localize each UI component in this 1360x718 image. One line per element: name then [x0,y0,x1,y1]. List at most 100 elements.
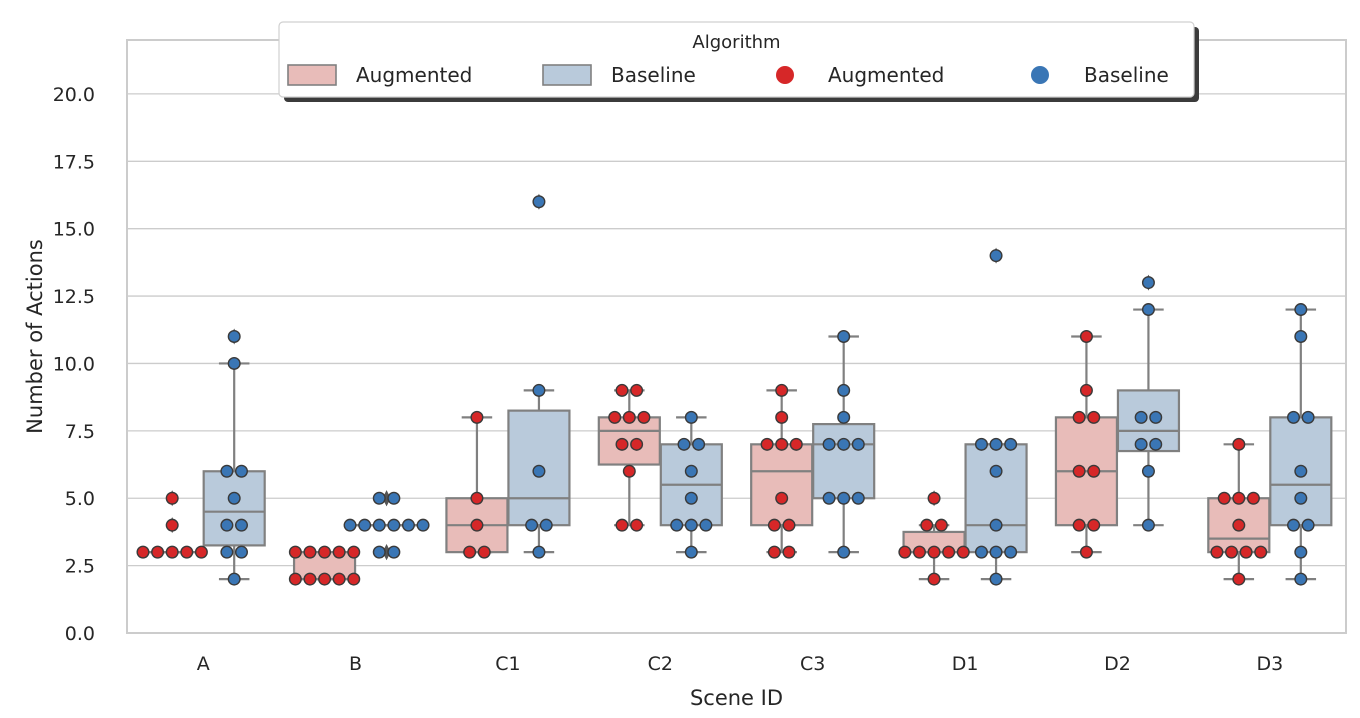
point-baseline-c3-9 [837,330,851,344]
point-augmented-d2-7 [1079,383,1093,397]
point-augmented-a-5 [165,518,179,532]
point-augmented-d3-9 [1232,437,1246,451]
outlier-baseline-b-1 [382,544,391,561]
point-baseline-d3-2 [1287,518,1301,532]
point-augmented-c2-8 [615,383,629,397]
point-baseline-a-1 [220,545,234,559]
x-tick-label-0: A [197,653,210,675]
point-baseline-b-4 [372,518,386,532]
point-baseline-c2-2 [684,518,698,532]
legend: Algorithm Augmented Baseline Augmented B… [278,21,1199,102]
point-augmented-d3-6 [1217,491,1231,505]
point-augmented-c2-2 [622,464,636,478]
point-augmented-c3-8 [775,410,789,424]
y-tick-label-5: 12.5 [53,286,95,308]
point-baseline-d1-9 [989,249,1003,263]
point-baseline-a-4 [234,518,248,532]
point-baseline-d1-2 [989,545,1003,559]
point-augmented-c3-0 [767,545,781,559]
point-baseline-b-6 [401,518,415,532]
point-augmented-b-0 [288,572,302,586]
point-baseline-c2-4 [684,491,698,505]
point-baseline-d3-9 [1294,303,1308,317]
x-tick-label-2: C1 [495,653,520,675]
plot-frame [126,39,1347,634]
point-augmented-d1-4 [942,545,956,559]
point-baseline-b-8 [372,491,386,505]
point-augmented-c3-7 [789,437,803,451]
point-augmented-c3-6 [775,437,789,451]
point-baseline-b-5 [387,518,401,532]
point-baseline-c1-0 [532,545,546,559]
point-baseline-c2-6 [677,437,691,451]
point-augmented-c2-7 [637,410,651,424]
x-axis: A B C1 C2 C3 D1 D2 D3 [197,653,1283,675]
y-tick-label-7: 17.5 [53,151,95,173]
y-axis-label: Number of Actions [23,239,47,434]
point-augmented-d3-2 [1225,545,1239,559]
point-baseline-a-0 [227,572,241,586]
point-baseline-d2-7 [1141,276,1155,290]
point-baseline-c3-0 [837,545,851,559]
point-augmented-d2-8 [1079,330,1093,344]
y-tick-label-8: 20.0 [53,84,95,106]
point-baseline-b-1 [387,545,401,559]
point-augmented-d2-0 [1079,545,1093,559]
point-augmented-a-1 [151,545,165,559]
plot-area [136,193,1333,586]
x-tick-label-5: D1 [952,653,979,675]
point-augmented-b-9 [347,545,361,559]
point-baseline-d3-1 [1294,545,1308,559]
point-baseline-a-8 [227,356,241,370]
point-augmented-c1-4 [470,410,484,424]
point-baseline-d2-6 [1141,303,1155,317]
y-tick-label-3: 7.5 [65,421,95,443]
point-baseline-d1-3 [1004,545,1018,559]
point-augmented-c2-1 [630,518,644,532]
point-augmented-c2-4 [630,437,644,451]
point-baseline-a-6 [220,464,234,478]
point-augmented-c2-5 [608,410,622,424]
point-augmented-c2-3 [615,437,629,451]
legend-swatch-baseline-box [542,64,592,86]
box-group-baseline-d1 [964,247,1028,581]
point-augmented-d3-7 [1232,491,1246,505]
point-augmented-b-5 [288,545,302,559]
point-baseline-c3-8 [837,383,851,397]
box-group-augmented-c3 [750,389,814,554]
point-augmented-b-6 [303,545,317,559]
y-tick-label-4: 10.0 [53,353,95,375]
point-baseline-c1-5 [532,195,546,209]
point-augmented-c3-9 [775,383,789,397]
box-group-baseline-c3 [812,335,876,554]
box-group-baseline-c1 [507,193,571,554]
point-baseline-c1-2 [539,518,553,532]
point-baseline-c1-4 [532,383,546,397]
point-augmented-c3-1 [782,545,796,559]
point-baseline-a-3 [220,518,234,532]
point-augmented-c3-3 [782,518,796,532]
point-augmented-c2-0 [615,518,629,532]
box-baseline-d2 [1116,389,1181,453]
point-baseline-d3-3 [1301,518,1315,532]
point-augmented-b-1 [303,572,317,586]
point-augmented-d3-3 [1239,545,1253,559]
x-tick-label-3: C2 [648,653,673,675]
point-baseline-d2-1 [1141,464,1155,478]
box-group-augmented-c2 [597,389,661,527]
point-augmented-d1-3 [927,545,941,559]
point-baseline-c1-3 [532,464,546,478]
point-baseline-d2-4 [1134,410,1148,424]
y-tick-label-0: 0.0 [65,623,95,645]
point-augmented-d1-5 [956,545,970,559]
point-baseline-d3-8 [1294,330,1308,344]
point-baseline-b-0 [372,545,386,559]
legend-marker-augmented-point [776,66,794,84]
point-augmented-d1-0 [927,572,941,586]
point-baseline-d2-0 [1141,518,1155,532]
point-augmented-b-8 [332,545,346,559]
point-augmented-d3-4 [1254,545,1268,559]
point-baseline-c2-7 [692,437,706,451]
legend-box [278,21,1195,98]
